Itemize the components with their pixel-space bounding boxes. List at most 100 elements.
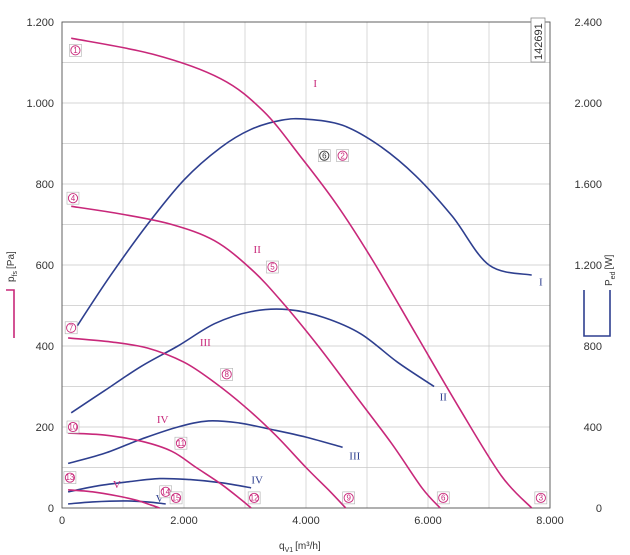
y-left-tick-label: 400 bbox=[36, 341, 54, 353]
point-marker: 8 bbox=[220, 368, 233, 381]
left-y-axis-legend-line bbox=[6, 289, 15, 338]
power-curves bbox=[67, 117, 532, 505]
y-left-tick-label: 800 bbox=[36, 179, 54, 191]
point-marker-label: 12 bbox=[250, 493, 259, 502]
y-right-tick-label: 800 bbox=[584, 341, 602, 353]
point-marker: 3 bbox=[534, 491, 548, 505]
point-marker: 6 bbox=[436, 491, 450, 505]
curve-label: III bbox=[349, 450, 360, 462]
point-marker: 13 bbox=[63, 471, 77, 484]
point-marker-circle bbox=[67, 193, 79, 204]
plot-border bbox=[61, 21, 551, 509]
code-label-box: 142691 bbox=[530, 17, 546, 63]
pressure-curve-iv bbox=[68, 432, 252, 509]
plot-frame bbox=[61, 21, 551, 509]
pressure-curve-ii bbox=[71, 205, 441, 509]
point-marker-label: 8 bbox=[224, 370, 229, 379]
point-marker-circle bbox=[175, 438, 186, 449]
curve-label: II bbox=[440, 392, 448, 404]
point-marker-label: 6 bbox=[441, 493, 446, 502]
y-right-tick-label: 1.200 bbox=[574, 260, 602, 272]
curve-label: III bbox=[200, 337, 211, 349]
power-curve-ii bbox=[70, 308, 435, 414]
point-marker-label: 9 bbox=[346, 493, 351, 502]
x-tick-label: 2.000 bbox=[170, 515, 198, 527]
point-marker-label: 10 bbox=[69, 423, 78, 432]
pressure-curve-v bbox=[68, 489, 160, 509]
point-marker-label: 14 bbox=[161, 487, 170, 496]
left-y-axis-title-unit: [Pa] bbox=[6, 251, 17, 269]
y-left-tick-label: 0 bbox=[48, 503, 54, 515]
x-axis-title-main: q bbox=[279, 541, 285, 552]
curve-label: V bbox=[156, 493, 164, 505]
x-axis-title-unit: [m³/h] bbox=[295, 541, 321, 552]
right-y-axis-title-sub: ed bbox=[610, 271, 617, 279]
point-marker-label: 7 bbox=[69, 323, 74, 332]
y-left-tick-label: 1.000 bbox=[26, 98, 54, 110]
y-left-tick-label: 1.200 bbox=[26, 17, 54, 29]
point-marker-circle bbox=[66, 322, 77, 333]
point-marker: 10 bbox=[66, 420, 80, 434]
point-marker: 6 bbox=[317, 149, 331, 162]
x-tick-label: 4.000 bbox=[292, 515, 320, 527]
point-marker-label: 13 bbox=[65, 473, 74, 482]
y-right-tick-label: 2.000 bbox=[574, 98, 602, 110]
point-marker-label: 2 bbox=[340, 151, 345, 160]
curve-label: I bbox=[539, 276, 543, 288]
y-right-tick-label: 0 bbox=[596, 503, 602, 515]
point-marker-label: 6 bbox=[322, 151, 327, 160]
power-curve-iii bbox=[67, 419, 343, 465]
pressure-curve-i bbox=[71, 37, 533, 509]
left-y-axis-title-group: pfs[Pa] bbox=[6, 251, 19, 338]
grid bbox=[61, 21, 551, 509]
curve-label: IV bbox=[157, 414, 169, 426]
point-marker: 5 bbox=[266, 260, 279, 274]
curve-label: II bbox=[254, 244, 262, 256]
point-marker-circle bbox=[67, 421, 79, 433]
y-right-tick-label: 1.600 bbox=[574, 179, 602, 191]
x-tick-label: 6.000 bbox=[414, 515, 442, 527]
point-marker: 15 bbox=[169, 491, 183, 505]
right-y-axis-legend-line bbox=[583, 290, 611, 337]
point-marker-circle bbox=[64, 472, 75, 483]
point-marker: 12 bbox=[247, 491, 261, 505]
point-marker-label: 11 bbox=[177, 439, 186, 448]
point-marker: 1 bbox=[69, 44, 82, 57]
x-axis-title-sub: V1 bbox=[285, 547, 294, 554]
point-marker: 7 bbox=[64, 321, 78, 335]
power-curve-v bbox=[68, 500, 166, 505]
point-marker-label: 1 bbox=[73, 46, 78, 55]
right-y-axis-title-group: Ped [W] bbox=[583, 254, 617, 337]
point-marker: 9 bbox=[342, 491, 356, 505]
x-tick-label: 8.000 bbox=[536, 515, 564, 527]
point-marker-circle bbox=[249, 492, 260, 503]
point-marker-circle bbox=[70, 45, 81, 56]
left-y-axis-title: pfs[Pa] bbox=[6, 251, 19, 282]
point-marker-circle bbox=[343, 492, 354, 503]
y-right-tick-label: 2.400 bbox=[574, 17, 602, 29]
x-axis-title: qV1 [m³/h] bbox=[279, 541, 321, 554]
left-y-axis-title-sub: fs bbox=[12, 270, 19, 276]
right-y-axis-title: Ped [W] bbox=[604, 254, 617, 286]
pressure-curve-iii bbox=[68, 337, 347, 509]
point-marker-circle bbox=[267, 261, 278, 273]
y-left-tick-label: 600 bbox=[36, 260, 54, 272]
point-marker-circle bbox=[319, 150, 330, 161]
point-marker-label: 4 bbox=[71, 194, 76, 203]
tick-labels: 0 2.000 4.000 6.000 8.000 0 200 400 600 800 1.000 1… bbox=[26, 17, 602, 527]
point-marker: 4 bbox=[66, 191, 80, 205]
point-marker-circle bbox=[535, 492, 546, 503]
left-y-axis-title-main: p bbox=[6, 276, 17, 282]
right-y-axis-title-unit: [W] bbox=[604, 254, 615, 269]
point-marker-circle bbox=[337, 150, 348, 161]
code-label: 142691 bbox=[533, 23, 545, 60]
power-curve-iv bbox=[67, 477, 252, 493]
power-curve-i bbox=[76, 117, 532, 327]
right-y-axis-title-main: P bbox=[604, 279, 615, 286]
curve-label: I bbox=[313, 78, 317, 90]
point-marker-circle bbox=[438, 492, 449, 503]
pressure-curves bbox=[68, 37, 533, 509]
x-tick-label: 0 bbox=[59, 515, 65, 527]
